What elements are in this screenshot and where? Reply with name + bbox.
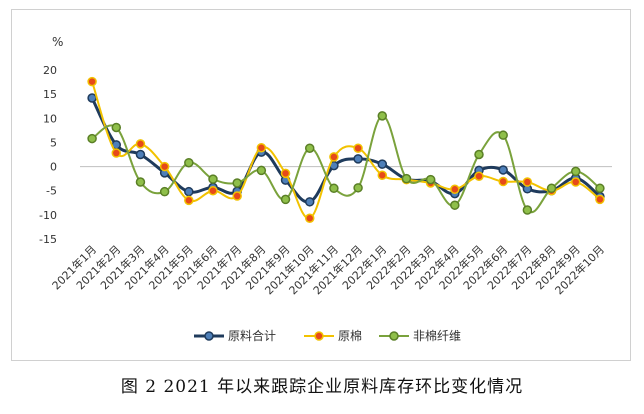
data-point bbox=[329, 183, 339, 194]
y-axis-ticks: 20 15 10 5 0 -5 -10 -15 bbox=[39, 64, 57, 246]
data-point bbox=[353, 183, 363, 193]
x-axis-ticks: 2021年1月2021年2月2021年3月2021年4月2021年5月2021年… bbox=[49, 242, 607, 297]
data-point bbox=[450, 184, 460, 195]
y-tick-label: -10 bbox=[39, 209, 57, 222]
data-point bbox=[546, 183, 557, 194]
y-tick-label: 10 bbox=[43, 112, 57, 125]
data-point bbox=[425, 174, 436, 185]
data-point bbox=[159, 161, 170, 172]
data-point bbox=[232, 178, 242, 188]
y-axis-unit-label: % bbox=[52, 35, 63, 49]
data-point bbox=[353, 154, 363, 164]
data-point bbox=[111, 122, 122, 133]
data-point bbox=[208, 185, 218, 196]
legend-item: 原棉 bbox=[304, 329, 362, 343]
data-point bbox=[256, 142, 267, 153]
data-point bbox=[377, 159, 388, 169]
legend-label: 原棉 bbox=[338, 329, 362, 343]
legend-label: 原料合计 bbox=[228, 328, 276, 343]
legend: 原料合计 原棉 非棉纤维 bbox=[194, 328, 461, 343]
data-point bbox=[304, 197, 315, 207]
data-point bbox=[570, 177, 581, 187]
data-point bbox=[401, 173, 412, 184]
data-point bbox=[135, 149, 146, 160]
legend-marker bbox=[389, 331, 399, 341]
data-point bbox=[135, 177, 146, 187]
data-point bbox=[280, 168, 291, 179]
figure-caption: 图 2 2021 年以来跟踪企业原料库存环比变化情况 bbox=[120, 377, 524, 397]
data-point bbox=[232, 191, 242, 201]
data-point bbox=[184, 195, 194, 206]
data-point bbox=[353, 143, 363, 153]
data-point bbox=[522, 205, 533, 215]
data-point bbox=[570, 166, 581, 177]
data-point bbox=[159, 186, 170, 197]
data-point bbox=[184, 186, 194, 197]
data-point bbox=[208, 174, 218, 184]
series-line bbox=[91, 114, 601, 214]
data-point bbox=[498, 176, 508, 187]
data-point bbox=[256, 165, 267, 176]
y-tick-label: -15 bbox=[39, 233, 57, 246]
data-point bbox=[280, 194, 291, 205]
data-point bbox=[304, 143, 315, 153]
y-tick-label: -5 bbox=[46, 185, 57, 198]
chart-frame: % 20 15 10 5 0 -5 -10 -15 2021年1月 2021年2月 2021年3月… bbox=[11, 9, 631, 361]
legend-label: 非棉纤维 bbox=[413, 329, 461, 343]
data-point bbox=[474, 171, 484, 181]
data-point bbox=[595, 194, 605, 205]
data-point bbox=[87, 93, 97, 103]
data-point bbox=[87, 76, 97, 87]
y-tick-label: 5 bbox=[50, 136, 57, 149]
data-point bbox=[135, 139, 146, 149]
y-tick-label: 20 bbox=[43, 64, 57, 77]
series-3 bbox=[87, 111, 605, 215]
data-point bbox=[87, 133, 97, 144]
data-point bbox=[329, 152, 339, 162]
series-2 bbox=[87, 76, 605, 223]
data-point bbox=[498, 130, 508, 140]
y-tick-label: 0 bbox=[50, 161, 57, 174]
data-point bbox=[304, 213, 315, 223]
line-chart: % 20 15 10 5 0 -5 -10 -15 2021年1月2021年2月2021年3月… bbox=[39, 35, 612, 343]
legend-item: 非棉纤维 bbox=[379, 329, 461, 343]
legend-marker bbox=[314, 331, 324, 341]
data-point bbox=[450, 200, 460, 210]
data-point bbox=[595, 183, 605, 194]
data-point bbox=[498, 165, 508, 175]
legend-item: 原料合计 bbox=[194, 328, 276, 343]
data-point bbox=[111, 148, 122, 158]
data-point bbox=[522, 177, 533, 187]
data-point bbox=[377, 111, 388, 121]
data-point bbox=[377, 170, 388, 181]
series-line bbox=[91, 81, 601, 220]
data-point bbox=[474, 149, 484, 160]
data-point bbox=[184, 157, 194, 168]
y-tick-label: 15 bbox=[43, 88, 57, 101]
series-layer bbox=[87, 76, 605, 223]
legend-marker bbox=[204, 331, 214, 341]
